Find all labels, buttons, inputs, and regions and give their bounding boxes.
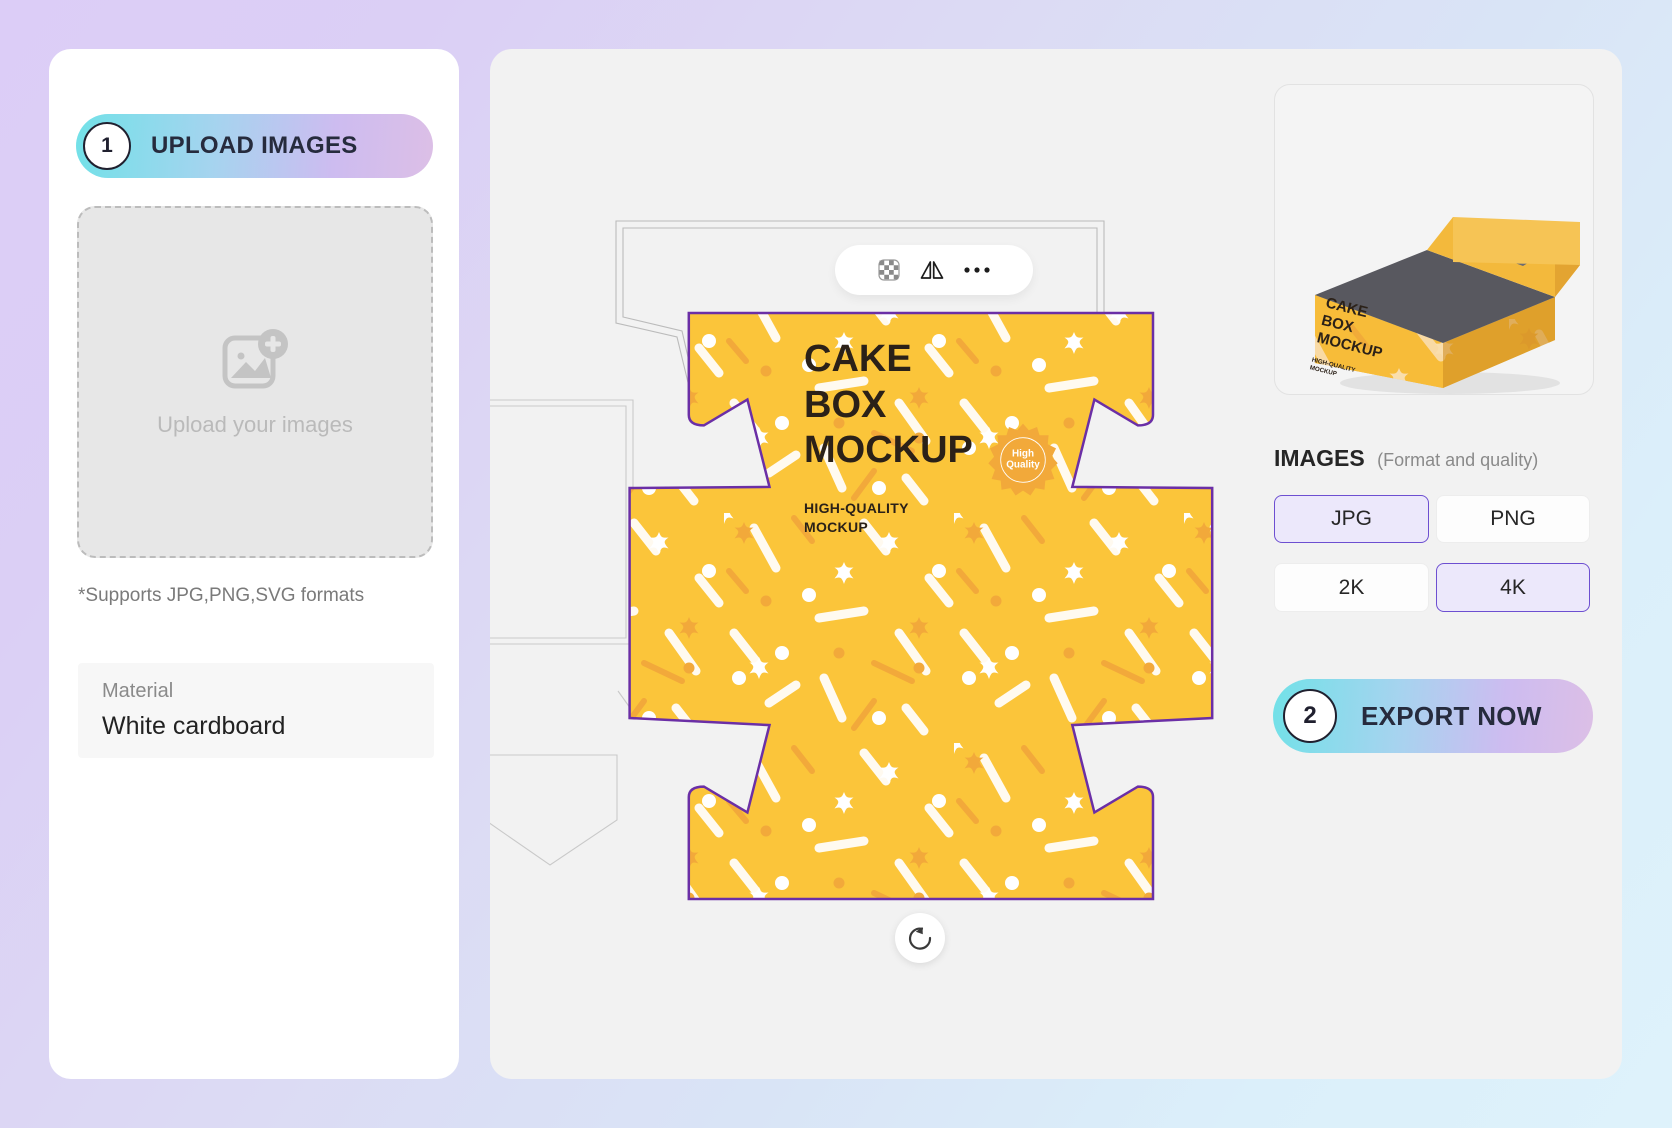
svg-text:High: High [1012, 449, 1034, 460]
svg-text:Quality: Quality [1006, 459, 1040, 470]
